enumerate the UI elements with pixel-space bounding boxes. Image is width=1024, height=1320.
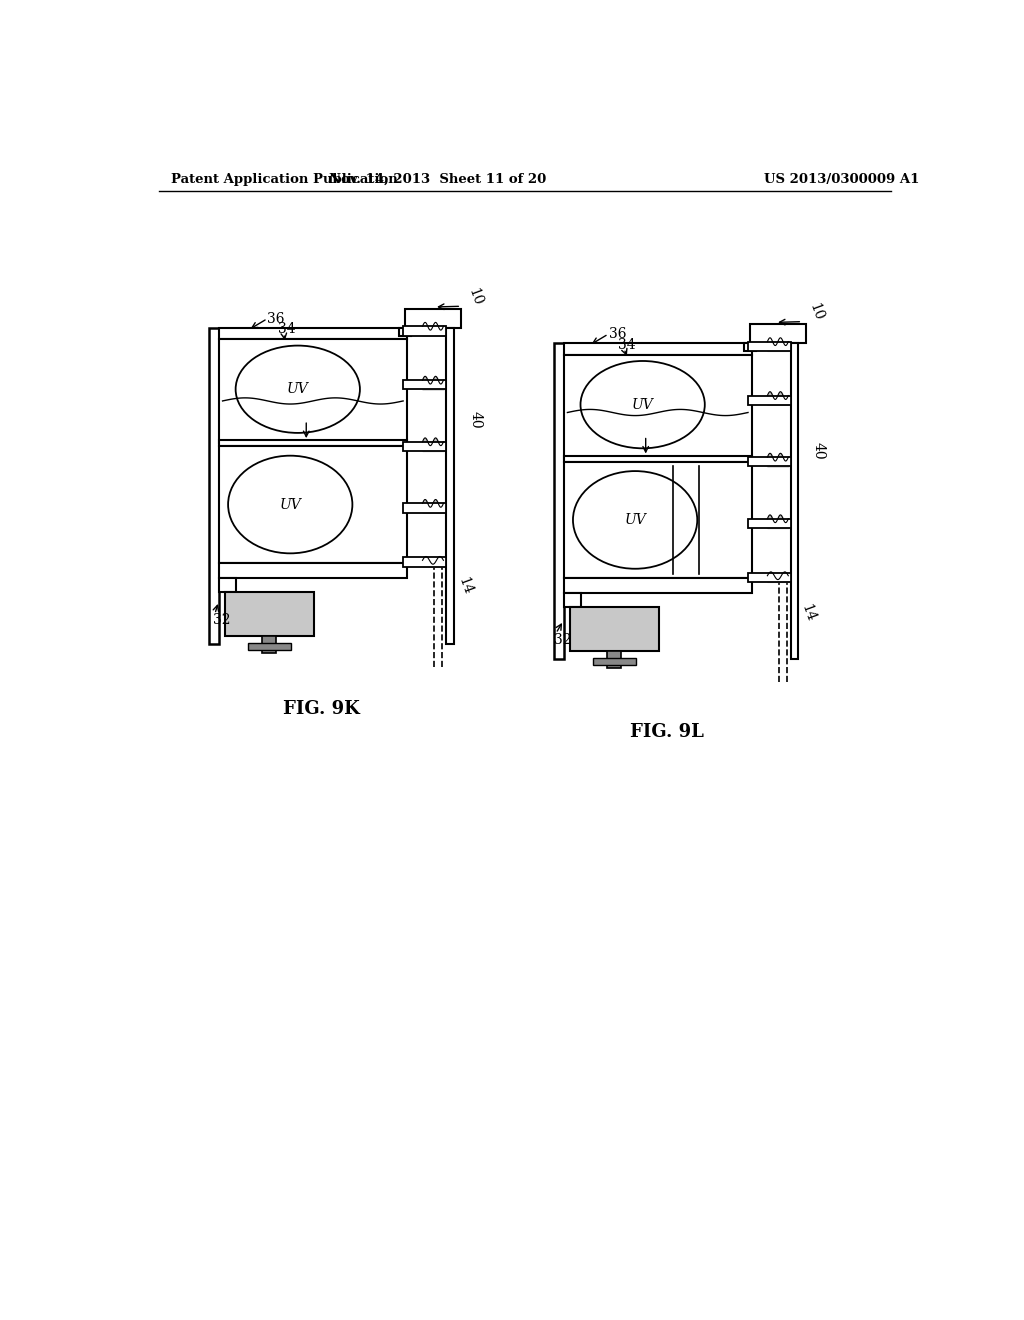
Bar [445,327,454,644]
Bar [219,446,407,562]
Text: 40: 40 [469,412,483,429]
Text: 32: 32 [554,632,571,647]
Text: UV: UV [625,513,646,527]
Text: UV: UV [280,498,301,512]
Text: 32: 32 [213,614,230,627]
Bar [403,326,445,335]
Text: 34: 34 [278,322,295,337]
Text: 10: 10 [806,302,825,323]
Text: 10: 10 [465,286,484,308]
Bar [748,396,791,405]
Text: 14: 14 [799,602,817,623]
Bar [403,557,445,566]
Bar [563,462,752,578]
Bar [751,323,806,343]
Ellipse shape [581,360,705,449]
Bar [569,607,658,651]
Bar [403,380,445,389]
Bar [403,442,445,451]
Bar [607,651,622,668]
Bar [791,343,799,659]
Bar [748,519,791,528]
Text: 14: 14 [456,576,475,597]
Bar [262,636,276,653]
Text: 34: 34 [617,338,636,351]
Bar [554,343,563,659]
Bar [219,327,407,339]
Bar [248,643,291,649]
Bar [748,573,791,582]
Bar [209,327,219,644]
Bar [748,457,791,466]
Bar [744,343,756,351]
Bar [219,441,407,446]
Text: FIG. 9K: FIG. 9K [284,700,360,718]
Ellipse shape [573,471,697,569]
Bar [219,339,407,444]
Text: 40: 40 [812,442,825,459]
Text: Nov. 14, 2013  Sheet 11 of 20: Nov. 14, 2013 Sheet 11 of 20 [330,173,547,186]
Text: 36: 36 [267,312,285,326]
Text: UV: UV [287,383,308,396]
Bar [563,343,752,355]
Bar [403,503,445,512]
Text: US 2013/0300009 A1: US 2013/0300009 A1 [764,173,919,186]
Bar [225,591,314,636]
Ellipse shape [236,346,359,433]
Bar [399,327,411,335]
Bar [593,659,636,665]
Text: FIG. 9L: FIG. 9L [630,723,703,741]
Text: 36: 36 [608,327,626,341]
Bar [563,578,752,594]
Text: UV: UV [632,397,653,412]
Bar [748,342,791,351]
Text: Patent Application Publication: Patent Application Publication [171,173,397,186]
Ellipse shape [228,455,352,553]
Bar [563,355,752,459]
Bar [219,562,407,578]
Bar [406,309,461,327]
Bar [563,594,581,607]
Bar [219,578,236,591]
Bar [563,455,752,462]
